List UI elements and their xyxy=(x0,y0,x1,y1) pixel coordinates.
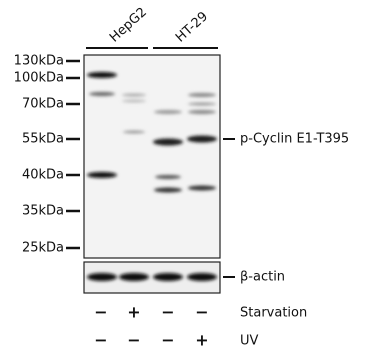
treatment-sign: − xyxy=(94,303,107,322)
marker-label: 55kDa xyxy=(22,132,64,147)
target-label: p-Cyclin E1-T395 xyxy=(240,132,349,147)
blot-panel xyxy=(83,54,221,259)
group-label: HepG2 xyxy=(107,5,150,46)
marker-label: 70kDa xyxy=(22,97,64,112)
marker-label: 40kDa xyxy=(22,168,64,183)
treatment-sign: − xyxy=(94,331,107,350)
treatment-sign: − xyxy=(161,331,174,350)
bands xyxy=(87,72,217,193)
group-label: HT-29 xyxy=(173,9,211,45)
treatment-sign: − xyxy=(195,303,208,322)
treatment-sign: − xyxy=(127,331,140,350)
actin-bands xyxy=(87,273,217,281)
treatment-sign: − xyxy=(161,303,174,322)
treatment-name: Starvation xyxy=(240,306,307,321)
marker-label: 130kDa xyxy=(14,54,64,69)
treatment-sign: + xyxy=(127,303,140,322)
marker-label: 100kDa xyxy=(14,71,64,86)
treatment-name: UV xyxy=(240,334,259,349)
treatment-sign: + xyxy=(195,331,208,350)
marker-label: 35kDa xyxy=(22,204,64,219)
marker-label: 25kDa xyxy=(22,241,64,256)
target-label: β-actin xyxy=(240,270,285,285)
